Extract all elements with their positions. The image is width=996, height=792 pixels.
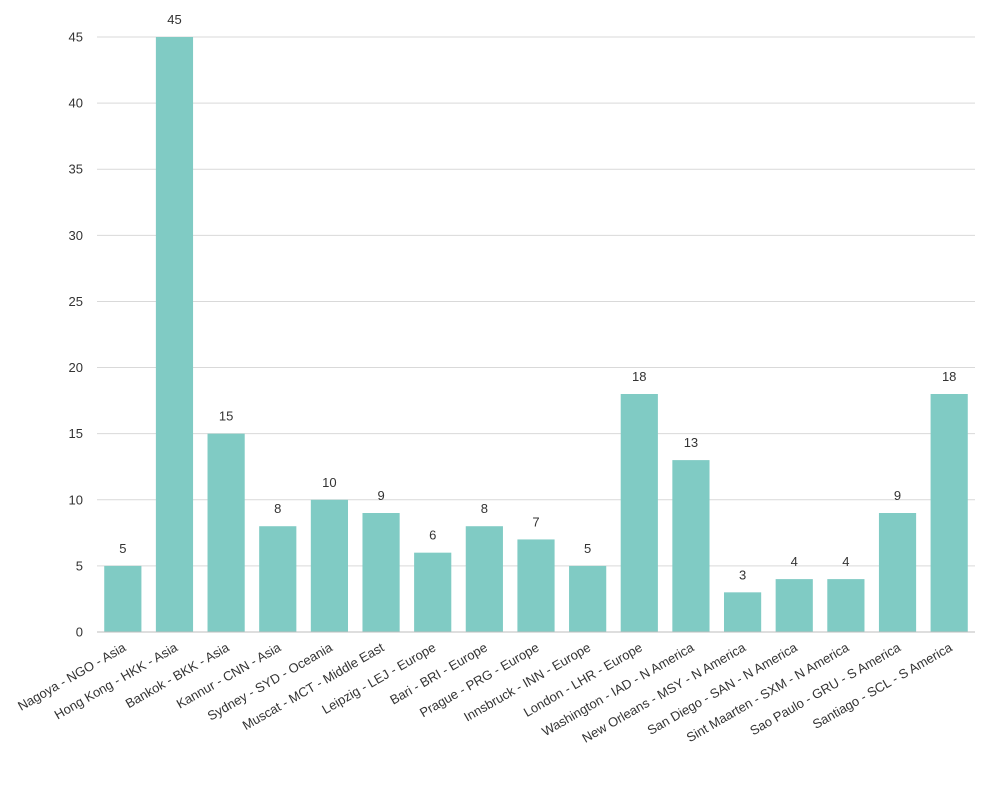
data-label: 5	[119, 541, 126, 556]
y-tick-label: 25	[69, 294, 83, 309]
bar	[569, 565, 607, 632]
data-label: 3	[739, 567, 746, 582]
y-tick-label: 5	[76, 558, 83, 573]
data-label: 5	[584, 541, 591, 556]
bar	[310, 499, 349, 632]
bar	[930, 394, 968, 632]
bar	[104, 565, 142, 632]
bar	[517, 539, 555, 632]
y-tick-label: 40	[69, 96, 83, 111]
bar	[362, 513, 400, 632]
bar	[775, 579, 813, 632]
bar	[620, 394, 658, 632]
data-label: 13	[684, 435, 698, 450]
data-labels: 5 45 15 8 10 9 6 8 7 5 18 13 3 4 4 9 18	[119, 12, 956, 582]
bar	[827, 579, 865, 632]
y-tick-label: 15	[69, 426, 83, 441]
data-label: 4	[842, 554, 849, 569]
bar	[723, 592, 762, 632]
data-label: 9	[377, 488, 384, 503]
y-tick-label: 30	[69, 228, 83, 243]
data-label: 9	[894, 488, 901, 503]
bar	[672, 460, 710, 632]
y-axis-ticks: 0 5 10 15 20 25 30 35 40 45	[69, 30, 83, 640]
data-label: 45	[167, 12, 181, 27]
bar	[155, 37, 194, 632]
data-label: 10	[322, 475, 336, 490]
data-label: 15	[219, 409, 233, 424]
data-label: 18	[942, 369, 956, 384]
bar	[259, 526, 297, 632]
y-tick-label: 45	[69, 30, 83, 45]
y-tick-label: 10	[69, 492, 83, 507]
bar	[878, 513, 917, 632]
y-tick-label: 20	[69, 360, 83, 375]
bar	[414, 552, 452, 632]
y-tick-label: 35	[69, 162, 83, 177]
data-label: 18	[632, 369, 646, 384]
y-tick-label: 0	[76, 625, 83, 640]
bar	[207, 433, 245, 632]
data-label: 8	[274, 501, 281, 516]
data-label: 8	[481, 501, 488, 516]
bar	[465, 526, 503, 632]
bars	[104, 37, 968, 632]
data-label: 4	[791, 554, 798, 569]
data-label: 7	[532, 514, 539, 529]
data-label: 6	[429, 528, 436, 543]
